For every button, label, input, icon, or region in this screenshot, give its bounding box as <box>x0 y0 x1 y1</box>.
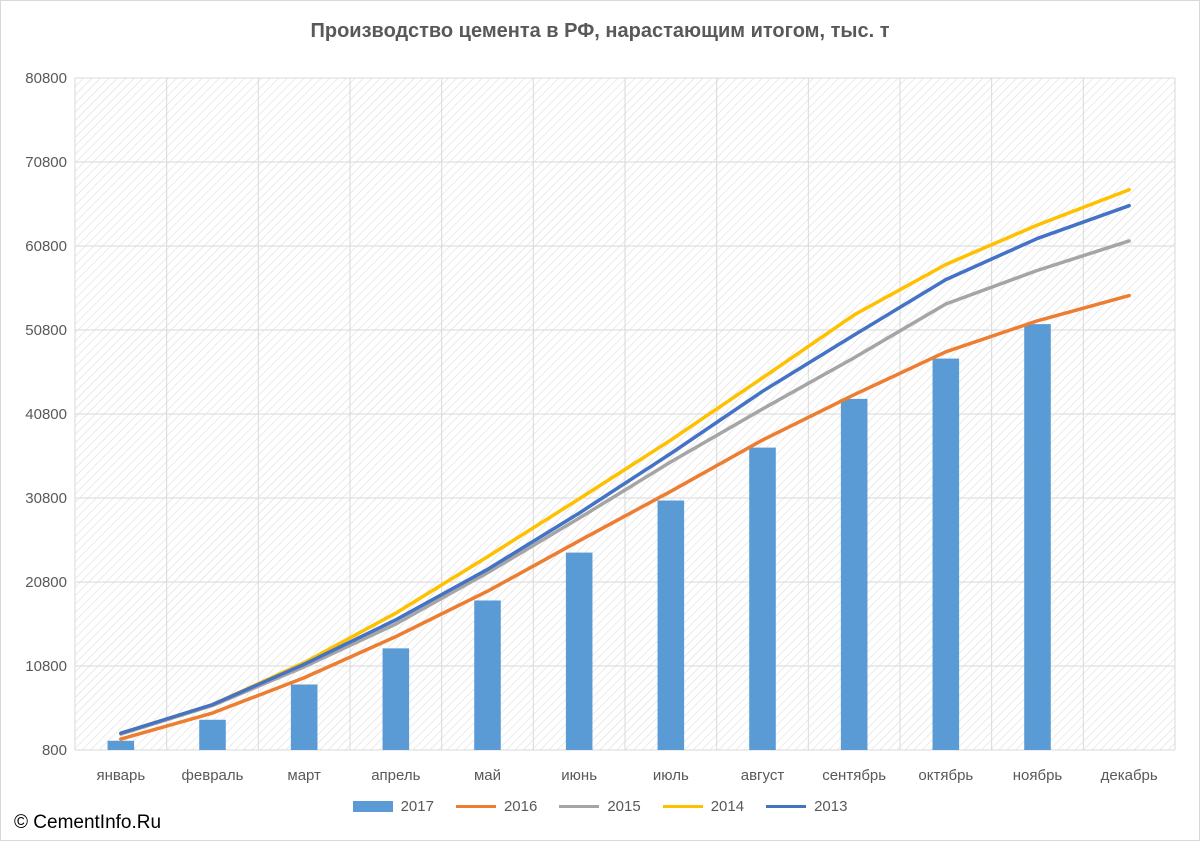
y-tick-label: 50800 <box>25 322 67 339</box>
bar-2017 <box>382 648 410 750</box>
bar-2017 <box>474 600 501 750</box>
bar-2017 <box>657 500 685 750</box>
legend-label: 2016 <box>503 798 538 815</box>
y-tick-label: 30800 <box>25 490 67 507</box>
legend-swatch <box>559 805 600 808</box>
x-tick-label: июнь <box>561 767 597 784</box>
bar-2017 <box>565 552 593 750</box>
y-tick-label: 10800 <box>25 658 67 675</box>
x-tick-label: апрель <box>371 767 420 784</box>
x-tick-label: июль <box>653 767 689 784</box>
bar-2017 <box>199 719 226 750</box>
legend-item-2015: 2015 <box>559 798 641 815</box>
bar-2017 <box>932 358 960 750</box>
bar-2017 <box>1024 324 1051 750</box>
legend-label: 2013 <box>814 798 848 815</box>
y-tick-label: 60800 <box>25 238 67 255</box>
bar-2017 <box>840 398 868 750</box>
x-tick-label: декабрь <box>1101 767 1158 784</box>
x-tick-label: октябрь <box>918 767 973 784</box>
x-tick-label: январь <box>96 767 145 784</box>
legend: 2017 2016 2015 2014 2013 <box>0 798 1200 815</box>
series-line-2013 <box>119 203 1131 735</box>
legend-swatch <box>352 801 393 812</box>
legend-label: 2015 <box>607 798 641 815</box>
x-tick-label: май <box>474 767 501 784</box>
legend-item-2014: 2014 <box>662 798 745 815</box>
legend-label: 2014 <box>710 798 745 815</box>
bar-2017 <box>749 447 776 750</box>
legend-swatch <box>455 805 496 808</box>
legend-swatch <box>766 805 807 808</box>
legend-swatch <box>662 805 703 808</box>
y-tick-label: 20800 <box>25 574 67 591</box>
x-tick-label: февраль <box>182 767 244 784</box>
y-tick-label: 40800 <box>25 406 67 423</box>
chart-title: Производство цемента в РФ, нарастающим и… <box>310 20 890 42</box>
x-tick-label: ноябрь <box>1013 767 1063 784</box>
chart-plot: 800 10800 20800 30800 40800 50800 60800 70800 80… <box>25 70 1176 784</box>
x-tick-label: сентябрь <box>822 767 886 784</box>
series-line-2016 <box>119 293 1131 741</box>
legend-label: 2017 <box>400 798 434 815</box>
series-line-2015 <box>119 239 1131 736</box>
y-tick-label: 800 <box>42 742 67 759</box>
legend-item-2013: 2013 <box>766 798 847 815</box>
y-tick-label: 80800 <box>25 70 67 87</box>
legend-item-2017: 2017 <box>352 798 434 815</box>
y-tick-label: 70800 <box>25 154 67 171</box>
bar-2017 <box>107 740 135 750</box>
bar-2017 <box>290 684 318 750</box>
copyright-text: © CementInfo.Ru <box>14 812 162 833</box>
legend-item-2016: 2016 <box>455 798 538 815</box>
x-tick-label: март <box>287 767 321 784</box>
x-tick-label: август <box>741 767 785 784</box>
